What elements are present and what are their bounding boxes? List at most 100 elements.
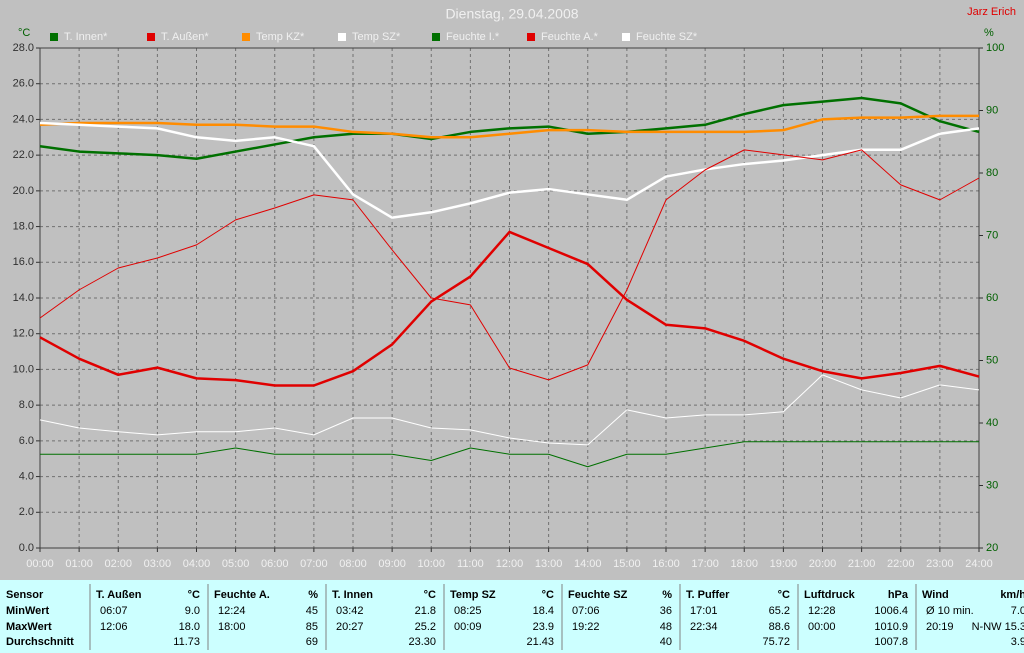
time-cell: 17:01 — [690, 605, 718, 617]
x-tick-label: 14:00 — [574, 558, 602, 570]
time-cell: 20:19 — [926, 621, 954, 633]
value-cell: 11.73 — [173, 636, 200, 648]
value-cell: 65.2 — [769, 605, 790, 617]
x-tick-label: 23:00 — [926, 558, 954, 570]
column-header: Luftdruck — [804, 589, 856, 601]
y2-axis-label: % — [984, 27, 994, 39]
legend-label: T. Außen* — [161, 31, 209, 43]
legend-label: Feuchte SZ* — [636, 31, 698, 43]
legend-swatch — [147, 33, 155, 41]
y-axis-label: °C — [18, 27, 30, 39]
x-tick-label: 04:00 — [183, 558, 211, 570]
column-header: T. Puffer — [686, 589, 730, 601]
x-tick-label: 17:00 — [691, 558, 719, 570]
x-tick-label: 11:00 — [457, 558, 484, 570]
x-tick-label: 06:00 — [261, 558, 289, 570]
value-cell: 40 — [660, 636, 672, 648]
y-tick-label: 14.0 — [13, 292, 34, 304]
column-header: Feuchte SZ — [568, 589, 628, 601]
column-header: Temp SZ — [450, 589, 496, 601]
y-tick-label: 10.0 — [13, 363, 34, 375]
series-line — [39, 374, 980, 446]
value-cell: 21.8 — [415, 605, 436, 617]
y-tick-label: 16.0 — [13, 256, 34, 268]
legend-label: Temp SZ* — [352, 31, 401, 43]
legend-swatch — [242, 33, 250, 41]
column-unit: °C — [188, 589, 200, 601]
row-label: MinWert — [6, 605, 50, 617]
value-cell: 85 — [306, 621, 318, 633]
value-cell: 25.2 — [415, 621, 436, 633]
time-cell: 12:24 — [218, 605, 246, 617]
x-tick-label: 13:00 — [535, 558, 563, 570]
series-line — [39, 230, 980, 387]
x-tick-label: 24:00 — [965, 558, 993, 570]
x-tick-label: 00:00 — [26, 558, 54, 570]
value-cell: 18.0 — [179, 621, 200, 633]
x-tick-label: 19:00 — [770, 558, 798, 570]
time-cell: 18:00 — [218, 621, 246, 633]
legend-swatch — [50, 33, 58, 41]
y2-tick-label: 50 — [986, 354, 998, 366]
y-tick-label: 22.0 — [13, 149, 34, 161]
time-cell: 06:07 — [100, 605, 128, 617]
value-cell: 88.6 — [769, 621, 790, 633]
table-background — [0, 580, 1024, 653]
time-cell: 12:28 — [808, 605, 836, 617]
x-tick-label: 10:00 — [417, 558, 445, 570]
x-tick-label: 20:00 — [809, 558, 837, 570]
time-cell: 22:34 — [690, 621, 718, 633]
value-cell: 45 — [306, 605, 318, 617]
legend-label: Temp KZ* — [256, 31, 305, 43]
time-cell: 20:27 — [336, 621, 364, 633]
column-unit: % — [308, 589, 318, 601]
value-cell: 7.0 — [1011, 605, 1024, 617]
y-tick-label: 26.0 — [13, 78, 34, 90]
legend-swatch — [432, 33, 440, 41]
chart-title: Dienstag, 29.04.2008 — [445, 6, 578, 22]
time-cell: 00:00 — [808, 621, 836, 633]
chart-background — [0, 0, 1024, 580]
x-tick-label: 21:00 — [848, 558, 876, 570]
time-cell: 07:06 — [572, 605, 600, 617]
y-tick-label: 20.0 — [13, 185, 34, 197]
x-tick-label: 02:00 — [104, 558, 132, 570]
value-cell: 1010.9 — [874, 621, 908, 633]
series-line — [40, 441, 979, 468]
x-tick-label: 18:00 — [730, 558, 758, 570]
x-tick-label: 05:00 — [222, 558, 250, 570]
series-line — [39, 121, 980, 219]
series-line — [39, 149, 980, 381]
legend-label: T. Innen* — [64, 31, 108, 43]
legend-label: Feuchte A.* — [541, 31, 599, 43]
y-tick-label: 28.0 — [13, 42, 34, 54]
column-unit: °C — [424, 589, 436, 601]
x-tick-label: 22:00 — [887, 558, 915, 570]
column-unit: % — [662, 589, 672, 601]
value-cell: 36 — [660, 605, 672, 617]
time-cell: 19:22 — [572, 621, 600, 633]
legend-label: Feuchte I.* — [446, 31, 500, 43]
value-cell: 3.9 — [1011, 636, 1024, 648]
series-line — [39, 96, 980, 160]
value-cell: 75.72 — [762, 636, 790, 648]
row-label: Durchschnitt — [6, 636, 74, 648]
value-cell: 48 — [660, 621, 672, 633]
value-cell: 23.9 — [533, 621, 554, 633]
value-cell: 18.4 — [533, 605, 554, 617]
column-header: T. Innen — [332, 589, 373, 601]
column-unit: hPa — [888, 589, 909, 601]
plot-frame — [39, 47, 980, 549]
value-cell: N-NW 15.3 — [972, 621, 1024, 633]
legend-swatch — [338, 33, 346, 41]
y-tick-label: 6.0 — [19, 435, 34, 447]
y-tick-label: 0.0 — [19, 542, 34, 554]
column-header: Feuchte A. — [214, 589, 270, 601]
value-cell: 9.0 — [185, 605, 200, 617]
y-tick-label: 12.0 — [13, 328, 34, 340]
time-cell: 12:06 — [100, 621, 128, 633]
y-tick-label: 4.0 — [19, 470, 34, 482]
legend-swatch — [527, 33, 535, 41]
